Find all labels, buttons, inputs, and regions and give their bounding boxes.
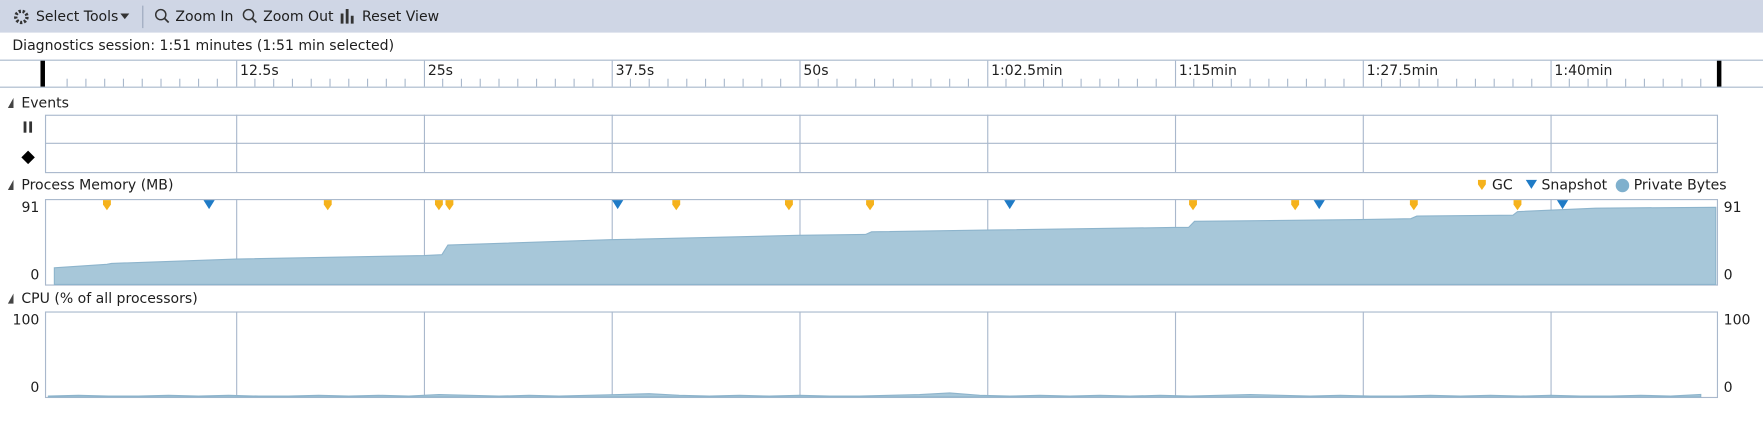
snapshot-marker bbox=[1004, 200, 1016, 210]
button-label: Zoom In bbox=[175, 9, 233, 25]
time-label: 50s bbox=[803, 63, 828, 79]
section-title: CPU (% of all processors) bbox=[21, 291, 197, 307]
time-label: 25s bbox=[428, 63, 453, 79]
snapshot-marker bbox=[1313, 200, 1325, 210]
section-title: Events bbox=[21, 95, 69, 111]
time-label: 1:02.5min bbox=[991, 63, 1062, 79]
bars-icon bbox=[340, 13, 344, 24]
y-tick-label: 0 bbox=[1724, 380, 1733, 396]
time-label: 1:40min bbox=[1554, 63, 1612, 79]
time-label: 1:15min bbox=[1179, 63, 1237, 79]
time-label: 12.5s bbox=[240, 63, 279, 79]
y-tick-label: 91 bbox=[21, 200, 39, 216]
gc-marker bbox=[1291, 200, 1300, 211]
button-label: Select Tools bbox=[36, 9, 118, 25]
bars-icon bbox=[350, 15, 354, 24]
snapshot-marker bbox=[1556, 200, 1569, 210]
section-title: Process Memory (MB) bbox=[21, 178, 173, 194]
selection-handle[interactable] bbox=[1716, 60, 1722, 87]
magnifier-icon bbox=[242, 8, 255, 21]
magnifier-icon bbox=[154, 8, 167, 21]
zoom-out-button[interactable]: Zoom Out bbox=[242, 8, 334, 25]
legend-label: GC bbox=[1492, 178, 1513, 194]
gc-marker bbox=[102, 200, 111, 211]
collapse-toggle[interactable] bbox=[7, 293, 14, 304]
gc-marker bbox=[866, 200, 874, 211]
button-label: Reset View bbox=[362, 9, 439, 25]
y-tick-label: 0 bbox=[30, 380, 39, 396]
snapshot-marker bbox=[612, 200, 624, 210]
y-tick-label: 100 bbox=[13, 312, 40, 328]
collapse-toggle[interactable] bbox=[7, 97, 14, 108]
pause-icon bbox=[29, 121, 33, 133]
zoom-in-button[interactable]: Zoom In bbox=[154, 8, 234, 25]
gc-marker bbox=[323, 200, 332, 211]
y-tick-label: 0 bbox=[30, 267, 39, 283]
gear-icon bbox=[14, 9, 29, 25]
dropdown-arrow bbox=[120, 13, 130, 20]
time-label: 1:27.5min bbox=[1367, 63, 1438, 79]
reset-view-button[interactable]: Reset View bbox=[340, 9, 439, 25]
plot-box bbox=[44, 311, 1719, 399]
y-tick-label: 0 bbox=[1724, 267, 1733, 283]
y-tick-label: 100 bbox=[1724, 312, 1751, 328]
magnifier-handle bbox=[163, 17, 170, 24]
marker-icon bbox=[21, 150, 35, 165]
snapshot-marker bbox=[1525, 179, 1538, 189]
legend-label: Private Bytes bbox=[1634, 178, 1727, 194]
magnifier-handle bbox=[251, 17, 257, 24]
gc-marker bbox=[1513, 200, 1522, 211]
area-series bbox=[47, 392, 1702, 398]
legend-swatch bbox=[1615, 178, 1630, 193]
select-tools-button[interactable]: Select Tools bbox=[14, 9, 130, 25]
bars-icon bbox=[345, 9, 349, 24]
gc-marker bbox=[784, 200, 793, 211]
gc-marker bbox=[1189, 200, 1197, 211]
gc-marker bbox=[445, 200, 454, 211]
button-label: Zoom Out bbox=[263, 9, 334, 25]
pause-icon bbox=[23, 121, 27, 133]
session-info: Diagnostics session: 1:51 minutes (1:51 … bbox=[12, 38, 394, 54]
collapse-toggle[interactable] bbox=[7, 179, 14, 191]
y-tick-label: 91 bbox=[1724, 200, 1742, 216]
gc-marker bbox=[434, 200, 443, 211]
legend-label: Snapshot bbox=[1542, 178, 1608, 194]
gc-marker bbox=[1477, 179, 1486, 191]
gc-marker bbox=[672, 200, 681, 211]
toolbar bbox=[0, 0, 1763, 33]
selection-handle[interactable] bbox=[40, 60, 45, 87]
area-series bbox=[53, 206, 1717, 286]
snapshot-marker bbox=[203, 200, 215, 210]
time-label: 37.5s bbox=[616, 63, 655, 79]
gc-marker bbox=[1409, 200, 1418, 211]
